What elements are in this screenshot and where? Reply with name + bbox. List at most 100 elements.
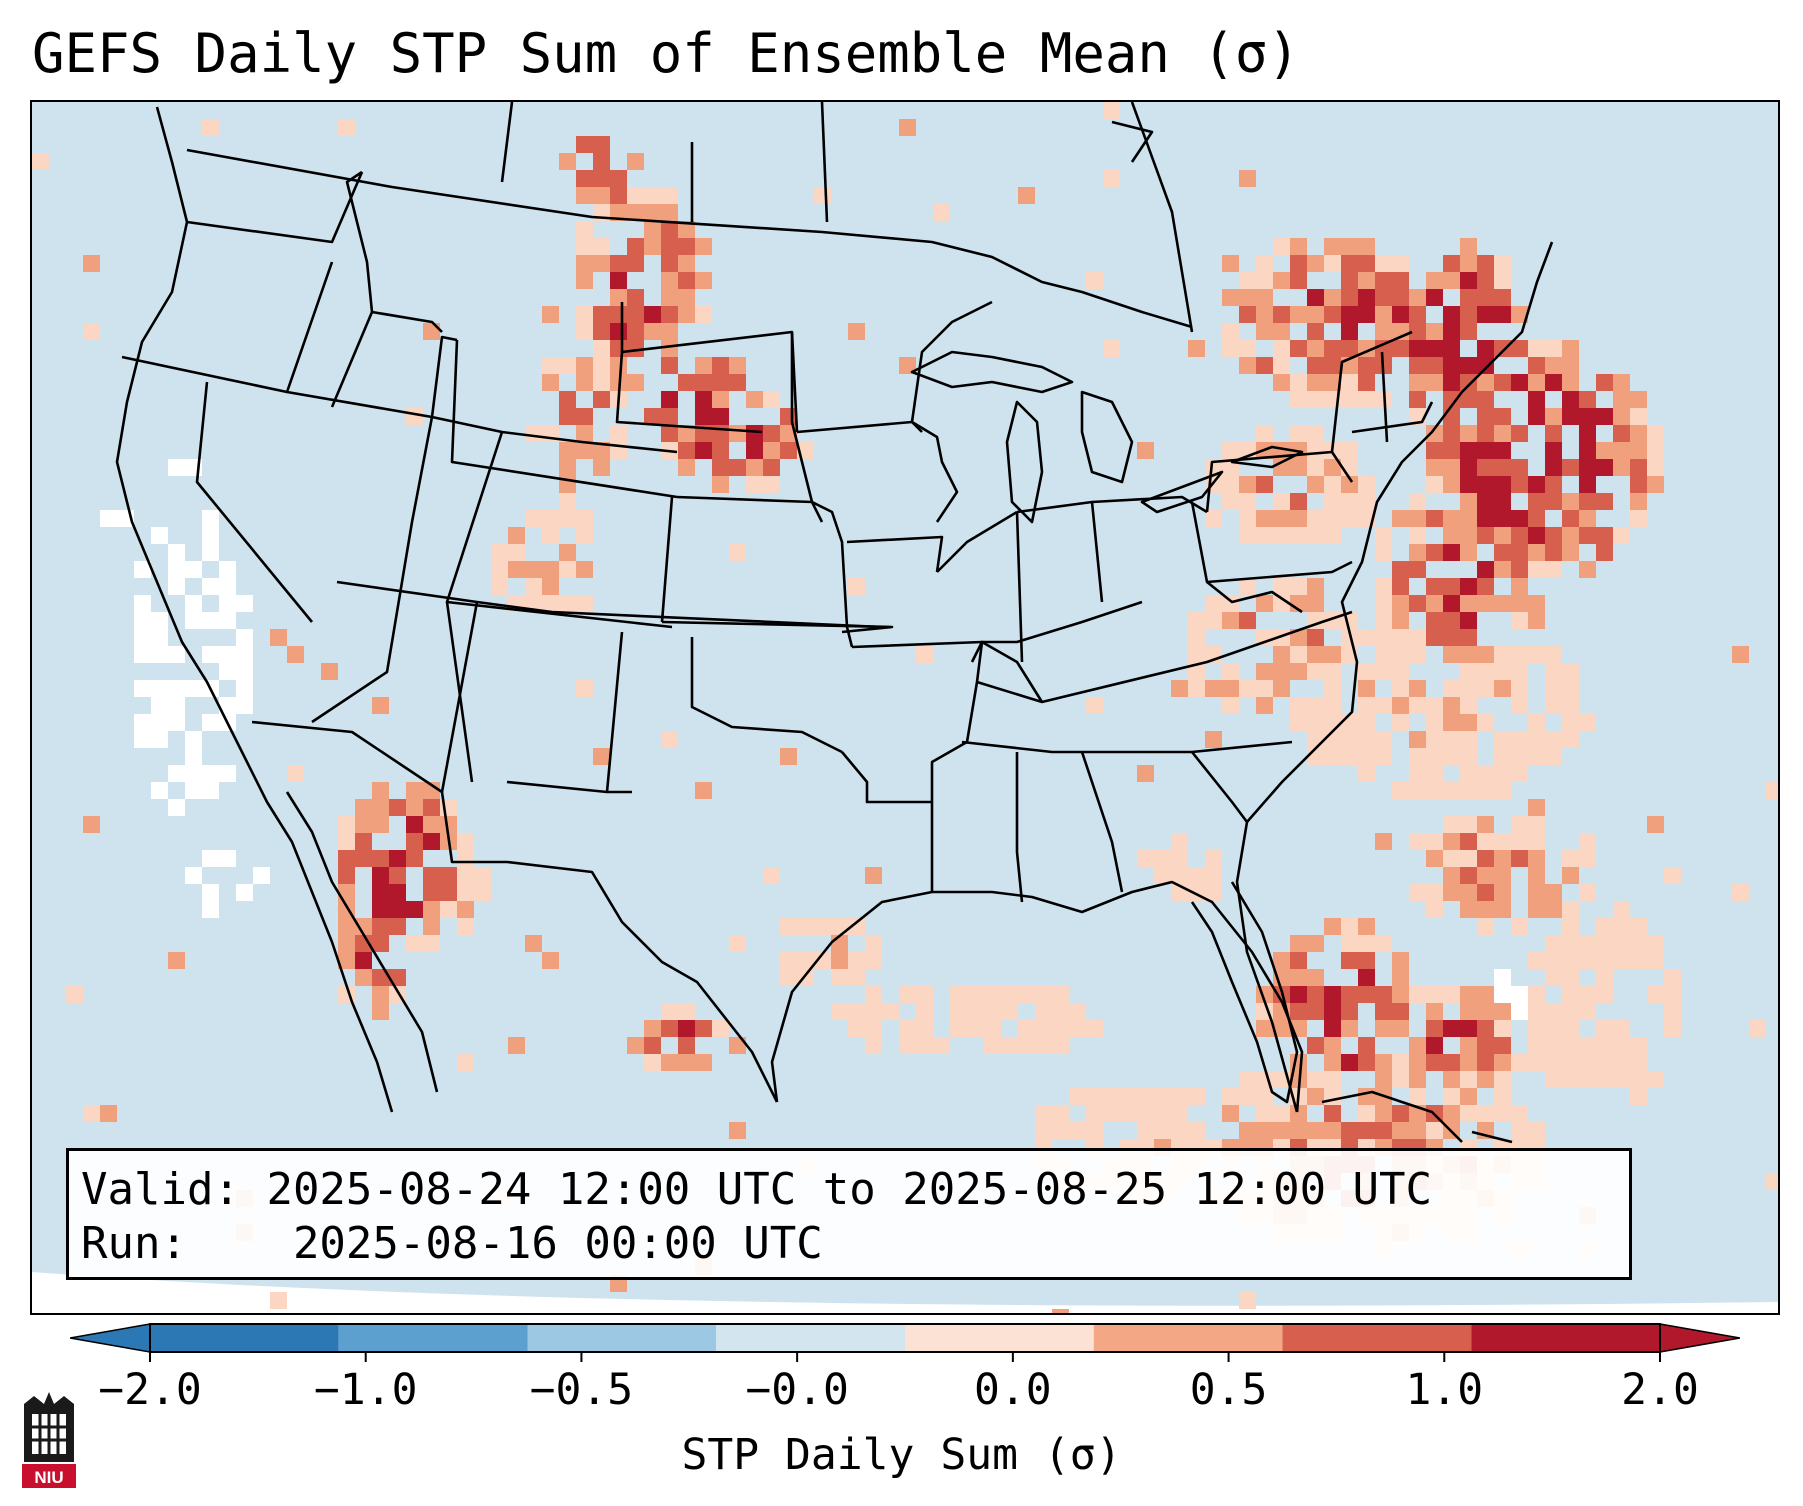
anomaly-cell [1307, 289, 1324, 306]
anomaly-cell [1443, 544, 1460, 561]
anomaly-cell [695, 1054, 712, 1071]
anomaly-cell [1545, 1020, 1562, 1037]
anomaly-cell [372, 850, 389, 867]
anomaly-cell [712, 476, 729, 493]
anomaly-cell [1545, 408, 1562, 425]
anomaly-cell [1528, 1037, 1545, 1054]
anomaly-cell [1290, 1105, 1307, 1122]
anomaly-cell [1613, 442, 1630, 459]
anomaly-cell [1358, 918, 1375, 935]
anomaly-cell [1307, 578, 1324, 595]
anomaly-cell [1562, 850, 1579, 867]
anomaly-cell [1137, 1122, 1154, 1139]
anomaly-cell [1324, 459, 1341, 476]
anomaly-cell [1290, 306, 1307, 323]
anomaly-cell [593, 391, 610, 408]
florida [1190, 881, 1299, 1104]
anomaly-cell [1647, 1071, 1664, 1088]
anomaly-cell [1630, 1037, 1647, 1054]
anomaly-cell [695, 357, 712, 374]
anomaly-cell [1086, 1122, 1103, 1139]
anomaly-cell [1596, 986, 1613, 1003]
anomaly-cell [1324, 1003, 1341, 1020]
colorbar-tick-label: −2.0 [98, 1365, 202, 1415]
anomaly-cell [1222, 255, 1239, 272]
anomaly-cell [1494, 306, 1511, 323]
anomaly-cell [1545, 357, 1562, 374]
anomaly-cell [1426, 374, 1443, 391]
colorbar [70, 1323, 1740, 1362]
anomaly-cell [1460, 1054, 1477, 1071]
anomaly-cell [1460, 374, 1477, 391]
anomaly-cell [1528, 901, 1545, 918]
anomaly-cell [1409, 1054, 1426, 1071]
anomaly-cell [1579, 1071, 1596, 1088]
anomaly-cell [202, 850, 219, 867]
anomaly-cell [1494, 408, 1511, 425]
anomaly-cell [287, 646, 304, 663]
anomaly-cell [1018, 986, 1035, 1003]
anomaly-cell [474, 884, 491, 901]
anomaly-cell [1392, 646, 1409, 663]
anomaly-cell [1205, 595, 1222, 612]
anomaly-cell [1460, 510, 1477, 527]
anomaly-cell [1171, 680, 1188, 697]
anomaly-cell [1222, 476, 1239, 493]
anomaly-cell [542, 561, 559, 578]
anomaly-cell [389, 884, 406, 901]
anomaly-cell [1256, 357, 1273, 374]
anomaly-cell [1545, 527, 1562, 544]
anomaly-cell [780, 442, 797, 459]
anomaly-cell [576, 374, 593, 391]
anomaly-cell [202, 782, 219, 799]
anomaly-cell [1443, 816, 1460, 833]
anomaly-cell [661, 238, 678, 255]
anomaly-cell [1426, 544, 1443, 561]
anomaly-cell [474, 867, 491, 884]
anomaly-cell [1477, 680, 1494, 697]
anomaly-cell [1341, 629, 1358, 646]
anomaly-cell [780, 952, 797, 969]
anomaly-cell [1375, 578, 1392, 595]
anomaly-cell [1137, 765, 1154, 782]
anomaly-cell [83, 816, 100, 833]
anomaly-cell [1443, 442, 1460, 459]
anomaly-cell [661, 323, 678, 340]
anomaly-cell [1579, 884, 1596, 901]
anomaly-cell [1443, 306, 1460, 323]
anomaly-cell [644, 408, 661, 425]
anomaly-cell [1579, 833, 1596, 850]
anomaly-cell [1545, 476, 1562, 493]
anomaly-cell [1358, 952, 1375, 969]
anomaly-cell [1409, 629, 1426, 646]
anomaly-cell [610, 272, 627, 289]
anomaly-cell [134, 646, 151, 663]
anomaly-cell [270, 1292, 287, 1309]
anomaly-cell [1426, 459, 1443, 476]
anomaly-cell [185, 680, 202, 697]
anomaly-cell [525, 561, 542, 578]
anomaly-cell [1596, 493, 1613, 510]
anomaly-cell [1443, 731, 1460, 748]
anomaly-cell [1460, 680, 1477, 697]
anomaly-cell [1443, 1088, 1460, 1105]
anomaly-cell [1494, 476, 1511, 493]
anomaly-cell [1630, 476, 1647, 493]
anomaly-cell [678, 442, 695, 459]
anomaly-cell [576, 136, 593, 153]
anomaly-cell [695, 238, 712, 255]
anomaly-cell [1358, 731, 1375, 748]
anomaly-cell [1290, 1122, 1307, 1139]
anomaly-cell [1307, 986, 1324, 1003]
anomaly-cell [593, 238, 610, 255]
anomaly-cell [1426, 1020, 1443, 1037]
anomaly-cell [1613, 952, 1630, 969]
anomaly-cell [1375, 544, 1392, 561]
anomaly-cell [1375, 1020, 1392, 1037]
anomaly-cell [1511, 833, 1528, 850]
anomaly-cell [1392, 1105, 1409, 1122]
anomaly-cell [508, 544, 525, 561]
valid-value: 2025-08-24 12:00 UTC to 2025-08-25 12:00… [266, 1164, 1433, 1215]
anomaly-cell [1358, 714, 1375, 731]
anomaly-cell [1766, 782, 1778, 799]
